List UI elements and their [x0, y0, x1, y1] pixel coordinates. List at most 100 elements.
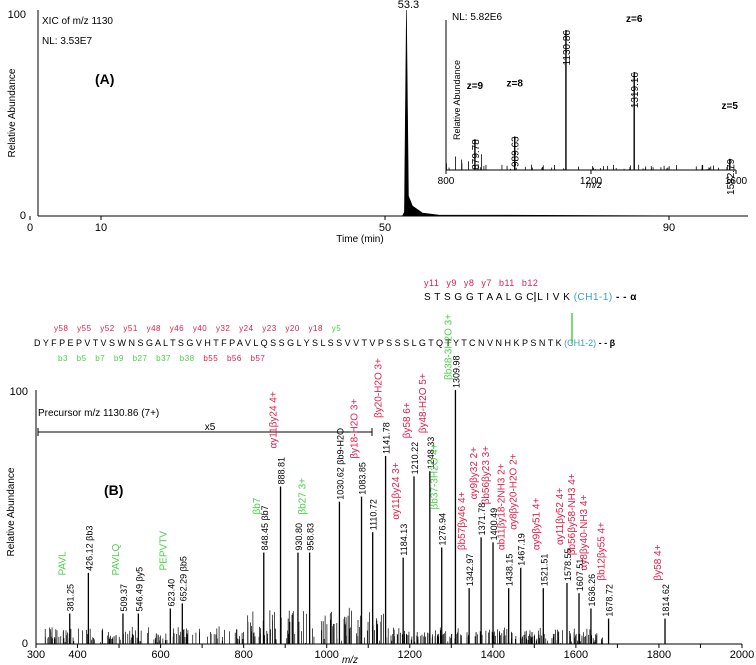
panel-b-ion-label-20: βb56βy58-NH3 4+ [567, 473, 578, 555]
panel-b-peak-label-26: 1607.51 [575, 559, 585, 592]
beta-tag: (CH1-2) [564, 338, 597, 348]
panel-b-ion-label-18: αy9βy51 4+ [531, 498, 542, 551]
panel-b-ion-label-13: βb57βy46 4+ [457, 491, 468, 550]
beta-ion-b38: b38 [179, 354, 195, 363]
beta-ion-b5: b5 [76, 354, 87, 363]
panel-b-xticks: 300 400 600 800 1000 1200 1400 1600 1800 2000 [27, 644, 754, 661]
panel-b-peak-label-29: 1814.62 [661, 584, 671, 617]
beta-ion-b55: b55 [203, 354, 219, 363]
panel-b-xtick-3: 600 [151, 649, 169, 661]
panel-a-ylabel: Relative Abundance [7, 68, 18, 157]
beta-suffix: - - β [598, 338, 616, 348]
inset-peak-charge-0: z=9 [467, 81, 484, 92]
beta-ion-b9: b9 [113, 354, 124, 363]
sequence-map [534, 292, 573, 344]
panel-b-peak-label-20: 1371.78 [477, 503, 487, 536]
beta-ion-b27: b27 [132, 354, 148, 363]
panel-b-peak-label-28: 1678.72 [605, 584, 615, 617]
panel-b-ion-label-17: αy8βy20-H2O 2+ [509, 453, 520, 529]
inset-ylabel: Relative Abundance [452, 60, 462, 140]
beta-ion-y48: y48 [146, 324, 161, 333]
panel-b-ion-label-3: βb7 [252, 497, 263, 514]
inset-peak-charge-3: z=6 [626, 14, 643, 25]
panel-b-peak-label-19: 1342.97 [465, 554, 475, 587]
panel-b-ion-label-6: βy18-H2O 3+ [350, 399, 361, 459]
inset-nl-label: NL: 5.82E6 [452, 12, 502, 23]
panel-b-ion-label-19: αy11βy52 4+ [555, 488, 566, 545]
panel-b-peak-label-22: 1438.15 [505, 554, 515, 587]
panel-a-xtick-1: 10 [95, 222, 107, 234]
panel-b-peak-label-8: 930.80 [294, 523, 304, 551]
panel-b-peak-label-23: 1467.19 [517, 533, 527, 566]
panel-b-peak-label-9: 958.83 [306, 523, 316, 551]
panel-b-peak-label-10: 1030.62 βb9-H2O [335, 428, 345, 500]
alpha-ion-y7: y7 [481, 278, 492, 288]
beta-ion-y51: y51 [123, 324, 138, 333]
beta-ion-y5: y5 [331, 324, 342, 333]
inset-xtick-0: 800 [438, 176, 455, 187]
panel-b-ion-label-12: αy11βy24 3+ [391, 462, 402, 519]
panel-b-ion-label-15: βb56βy23 3+ [481, 446, 492, 505]
alpha-ion-y11: y11 [424, 278, 440, 288]
panel-a-xlabel: Time (min) [336, 234, 383, 245]
panel-b-peaks: 381.25 426.12 βb3 509.37 546.49 βy5 623.40 65… [66, 355, 671, 644]
panel-b-ion-label-2: PEPVTV [158, 531, 169, 571]
panel-b-peak-label-18: 1309.98 [451, 355, 461, 388]
beta-ion-b3: b3 [58, 354, 68, 363]
panel-b-peak-label-3: 546.49 βy5 [134, 567, 144, 612]
beta-ion-y24: y24 [239, 324, 254, 333]
panel-b-ion-label-5: βb27 3+ [298, 478, 309, 515]
beta-sequence: D Y F P E P V T V S W N S G A L T S G V … [34, 338, 615, 348]
panel-b-peak-label-7: 888.81 [277, 457, 287, 485]
panel-b-ylabel: Relative Abundance [6, 467, 17, 556]
inset-xlabel: m/z [586, 180, 602, 191]
panel-b-ion-label-14: αy9βy32 2+ [469, 447, 480, 500]
alpha-ion-y8: y8 [463, 278, 475, 288]
inset-xticks: 800 1200 1600 [438, 170, 748, 187]
panel-a-xticks: 0 10 50 90 [27, 216, 675, 234]
panel-a: 100 0 Relative Abundance XIC of m/z 1130… [7, 0, 749, 245]
panel-b-xtick-17: 2000 [730, 649, 754, 661]
panel-b-xtick-13: 1600 [564, 649, 588, 661]
panel-b-peak-label-16: 1248.33 [426, 437, 436, 470]
beta-sequence-text: D Y F P E P V T V S W N S G A L T S G V … [34, 338, 562, 348]
panel-b-peak-label-11: 1083.85 [358, 462, 368, 495]
panel-b-zoom-label: x5 [205, 422, 216, 433]
panel-a-peak-label: 53.3 [398, 0, 419, 11]
panel-b-ion-label-8: βy58 6+ [402, 402, 413, 438]
inset-peak-charge-4: z=5 [722, 101, 739, 112]
inset-peak-charge-1: z=8 [507, 78, 524, 89]
panel-b-ion-label-4: αy11βy24 4+ [269, 391, 280, 448]
panel-b-xlabel: m/z [342, 655, 358, 665]
panel-b: 100 0 Relative Abundance Precursor m/z 1… [6, 314, 754, 665]
panel-b-peak-label-13: 1141.78 [382, 422, 392, 454]
beta-ion-y23: y23 [262, 324, 277, 333]
panel-b-ion-label-23: βy58 4+ [653, 544, 664, 580]
beta-ion-y20: y20 [285, 324, 300, 333]
panel-b-ion-label-10: βb37-3H2O 4+ [430, 443, 441, 509]
panel-b-xtick-1: 400 [68, 649, 86, 661]
beta-ion-y46: y46 [169, 324, 185, 333]
panel-b-peak-label-1: 426.12 βb3 [84, 526, 94, 571]
panel-b-peak-label-17: 1276.94 [438, 513, 448, 546]
panel-b-xtick-0: 300 [27, 649, 45, 661]
panel-b-peak-label-24: 1521.51 [539, 554, 549, 587]
inset-spectrum: NL: 5.82E6 Relative Abundance m/z 800 120… [438, 12, 748, 195]
inset-peak-label-0: 879.78 [471, 139, 482, 170]
beta-ion-b57: b57 [250, 354, 266, 363]
panel-b-ion-label-22: βb12βy55 4+ [597, 522, 608, 581]
beta-bottom-ion-labels: b3 b5 b7 b9 b27 b37 b38 b55 b56 b57 [58, 354, 265, 363]
inset-xtick-1: 1200 [580, 176, 603, 187]
panel-b-peak-label-25: 1578.55 [563, 548, 573, 581]
beta-ion-y40: y40 [192, 324, 208, 333]
panel-b-peak-label-4: 623.40 [166, 579, 176, 607]
inset-peak-label-3: 1319.16 [630, 72, 641, 109]
panel-b-xtick-11: 1400 [481, 649, 505, 661]
panel-a-xtick-3: 90 [663, 222, 675, 234]
panel-b-peak-label-12: 1110.72 [369, 499, 379, 530]
panel-b-peak-label-21: 1400.49 [489, 508, 499, 541]
panel-b-ion-labels: PAVL PAVLQ PEPVTV βb7 αy11βy24 4+ βb27 3+ βy18… [58, 314, 664, 581]
alpha-sequence: S T S G G T A A L G C L I V K (CH1-1) - … [424, 292, 637, 303]
panel-b-ion-label-7: βy20-H2O 3+ [374, 358, 385, 418]
panel-b-ytick-0: 0 [22, 638, 28, 650]
